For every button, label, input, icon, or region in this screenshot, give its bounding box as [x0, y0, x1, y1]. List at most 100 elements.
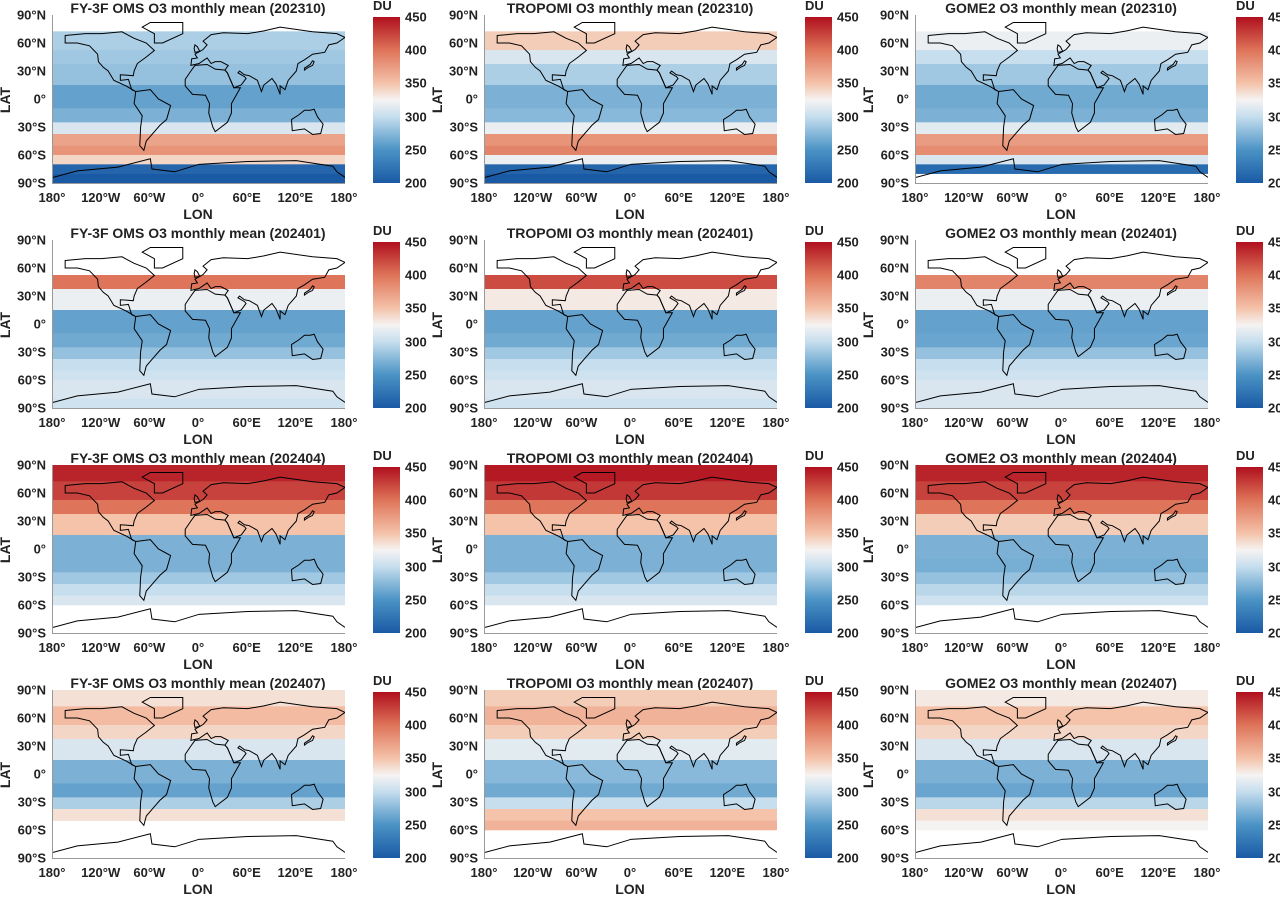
colorbar-tick-label: 250	[837, 367, 859, 383]
ozone-map[interactable]	[915, 690, 1208, 859]
panel-title: TROPOMI O3 monthly mean (202310)	[506, 0, 754, 16]
coastline-japan	[736, 286, 746, 295]
coastline-africa	[185, 289, 240, 356]
ozone-map[interactable]	[915, 465, 1208, 634]
lat-tick-label: 0°	[465, 541, 478, 557]
ozone-map[interactable]	[52, 240, 345, 409]
lon-tick-label: 0°	[623, 865, 637, 880]
zonal-band	[916, 64, 1208, 86]
colorbar-tick-label: 200	[405, 400, 427, 416]
lon-tick-label: 120°W	[81, 640, 121, 655]
lon-tick-label: 60°E	[664, 415, 693, 430]
lon-tick-label: 180°	[38, 415, 66, 430]
coastline-japan	[1167, 61, 1177, 70]
colorbar-tick-label: 200	[1268, 850, 1280, 866]
lon-tick-label: 120°E	[709, 865, 746, 880]
coastline-north-america	[928, 707, 1017, 767]
lat-tick-label: 60°N	[879, 35, 909, 51]
coastline-africa	[617, 514, 672, 581]
colorbar-unit: DU	[1236, 0, 1255, 13]
lon-tick-label: 60°E	[1095, 640, 1124, 655]
lat-tick-label: 60°N	[448, 710, 478, 726]
panel-title: TROPOMI O3 monthly mean (202401)	[506, 225, 754, 241]
zonal-band	[53, 706, 345, 726]
lat-tick-label: 90°S	[880, 400, 909, 416]
lon-tick-label: 120°E	[709, 415, 746, 430]
lon-tick-label: 60°W	[133, 190, 166, 205]
lon-tick-label: 180°	[38, 190, 66, 205]
zonal-band	[916, 783, 1208, 798]
colorbar-unit: DU	[373, 448, 392, 463]
coastline-africa	[1048, 289, 1103, 356]
zonal-band	[916, 359, 1208, 371]
lon-tick-label: 120°W	[81, 415, 121, 430]
zonal-band	[485, 514, 777, 536]
colorbar-tick-label: 400	[837, 492, 859, 508]
lon-tick-label: 60°E	[664, 865, 693, 880]
zonal-band	[916, 155, 1208, 165]
lat-tick-label: 90°N	[16, 457, 46, 473]
coastline-japan	[304, 61, 314, 70]
coastline-japan	[1167, 511, 1177, 520]
ozone-map[interactable]	[52, 465, 345, 634]
ozone-map[interactable]	[915, 15, 1208, 184]
zonal-band	[53, 690, 345, 707]
lat-tick-label: 30°S	[449, 794, 478, 810]
lat-tick-label: 30°N	[448, 738, 478, 754]
ozone-map[interactable]	[484, 690, 777, 859]
panel-title: TROPOMI O3 monthly mean (202407)	[506, 675, 754, 691]
zonal-band	[916, 584, 1208, 596]
zonal-band	[916, 465, 1208, 482]
lat-tick-label: 90°N	[16, 7, 46, 23]
lat-tick-label: 30°N	[16, 63, 46, 79]
lon-tick-label: 120°W	[944, 640, 984, 655]
zonal-band	[53, 333, 345, 348]
colorbar-tick-label: 250	[837, 592, 859, 608]
lon-tick-label: 60°E	[1095, 190, 1124, 205]
lon-tick-label: 180°	[330, 865, 358, 880]
colorbar-tick-label: 350	[837, 300, 859, 316]
zonal-band	[485, 584, 777, 596]
lon-tick-label: 180°	[38, 640, 66, 655]
zonal-band	[485, 370, 777, 381]
coastline-greenland	[574, 697, 615, 718]
ozone-map[interactable]	[52, 690, 345, 859]
coastline-africa	[1048, 739, 1103, 806]
ozone-map[interactable]	[484, 465, 777, 634]
zonal-band	[485, 465, 777, 482]
colorbar-tick-label: 250	[405, 817, 427, 833]
ozone-map[interactable]	[915, 240, 1208, 409]
lon-tick-label: 180°	[762, 640, 790, 655]
coastline-south-america	[134, 315, 171, 376]
zonal-band	[916, 820, 1208, 831]
lon-tick-label: 0°	[1054, 190, 1068, 205]
ozone-map[interactable]	[52, 15, 345, 184]
colorbar-unit: DU	[805, 0, 824, 13]
lat-tick-label: 60°N	[16, 35, 46, 51]
coastline-antarctica	[485, 609, 777, 628]
lat-tick-label: 60°S	[17, 372, 46, 388]
zonal-band	[485, 739, 777, 761]
y-axis-label: LAT	[0, 761, 14, 789]
lon-tick-label: 120°W	[513, 190, 553, 205]
coastline-australia	[291, 784, 323, 809]
x-axis-label: LON	[1046, 431, 1076, 447]
colorbar	[1236, 242, 1263, 408]
lon-tick-label: 60°E	[664, 190, 693, 205]
coastline-britain	[194, 495, 200, 502]
zonal-band	[485, 359, 777, 371]
colorbar-tick-label: 350	[405, 300, 427, 316]
zonal-band	[53, 155, 345, 165]
ozone-map[interactable]	[484, 15, 777, 184]
colorbar	[805, 17, 832, 183]
lon-tick-label: 180°	[470, 865, 498, 880]
zonal-band	[485, 797, 777, 810]
ozone-map[interactable]	[484, 240, 777, 409]
zonal-band	[53, 725, 345, 740]
y-axis-label: LAT	[860, 761, 877, 789]
y-axis-label: LAT	[429, 536, 446, 564]
coastline-australia	[723, 109, 755, 134]
lon-tick-label: 120°W	[944, 865, 984, 880]
lat-tick-label: 90°S	[449, 625, 478, 641]
zonal-band	[916, 535, 1208, 559]
